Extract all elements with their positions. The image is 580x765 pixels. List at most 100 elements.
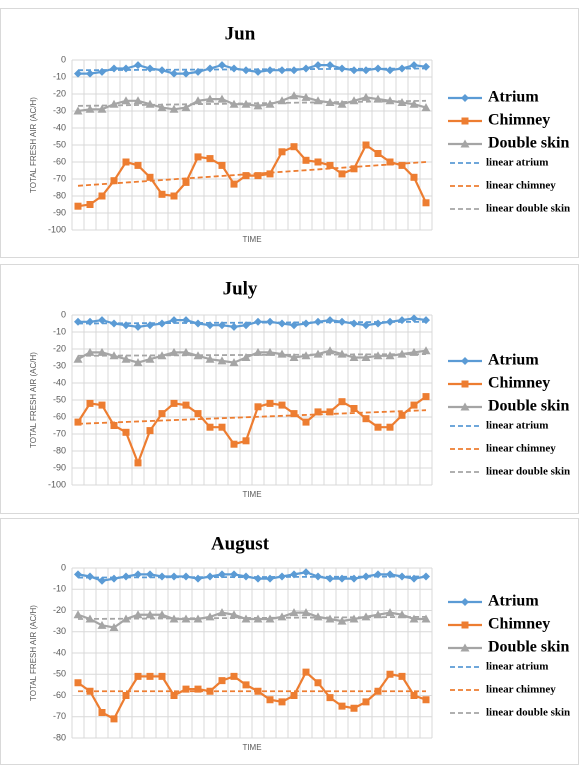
- marker: [337, 349, 347, 358]
- x-axis-label: TIME: [242, 490, 261, 499]
- marker: [206, 423, 214, 431]
- marker: [193, 96, 203, 105]
- marker: [122, 572, 130, 581]
- marker: [277, 612, 287, 621]
- marker: [398, 64, 406, 73]
- marker: [194, 685, 202, 693]
- y-tick-label: -10: [53, 71, 66, 81]
- legend-label: linear atrium: [486, 661, 548, 673]
- legend-label: linear chimney: [486, 180, 556, 192]
- y-tick-label: -60: [53, 156, 66, 166]
- marker: [421, 614, 431, 623]
- legend-marker: [460, 139, 470, 148]
- legend-label: linear chimney: [486, 684, 556, 696]
- marker: [386, 423, 394, 431]
- marker: [373, 351, 383, 360]
- y-tick-label: -50: [53, 139, 66, 149]
- marker: [85, 347, 95, 356]
- marker: [230, 570, 238, 579]
- marker: [146, 427, 154, 435]
- legend-marker: [460, 643, 470, 652]
- marker: [422, 393, 430, 401]
- marker: [182, 401, 190, 409]
- marker: [169, 104, 179, 113]
- marker: [206, 64, 214, 73]
- y-tick-label: -50: [53, 669, 66, 679]
- y-tick-label: -80: [53, 732, 66, 742]
- marker: [170, 69, 178, 78]
- marker: [74, 69, 82, 78]
- marker: [146, 672, 154, 680]
- legend-label: Chimney: [488, 616, 550, 633]
- y-tick-label: -10: [53, 326, 66, 336]
- marker: [338, 170, 346, 178]
- marker: [134, 322, 142, 331]
- marker: [362, 141, 370, 149]
- marker: [398, 572, 406, 581]
- marker: [206, 321, 214, 330]
- marker: [289, 91, 299, 100]
- marker: [86, 687, 94, 695]
- legend-label: Chimney: [488, 112, 550, 129]
- marker: [410, 314, 418, 323]
- y-axis-label: TOTAL FRESH AIR (AC/H): [29, 605, 38, 701]
- marker: [194, 153, 202, 161]
- marker: [278, 148, 286, 156]
- marker: [253, 101, 263, 110]
- marker: [302, 418, 310, 426]
- marker: [242, 681, 250, 689]
- marker: [158, 319, 166, 328]
- marker: [422, 696, 430, 704]
- marker: [253, 347, 263, 356]
- marker: [301, 92, 311, 101]
- marker: [134, 459, 142, 467]
- marker: [278, 572, 286, 581]
- marker: [362, 415, 370, 423]
- marker: [266, 696, 274, 704]
- marker: [289, 353, 299, 361]
- marker: [85, 614, 95, 623]
- marker: [97, 620, 107, 629]
- trendline: [77, 161, 427, 187]
- y-axis-label: TOTAL FRESH AIR (AC/H): [29, 352, 38, 448]
- marker: [386, 570, 394, 579]
- marker: [205, 354, 215, 363]
- marker: [313, 349, 323, 358]
- marker: [97, 104, 107, 113]
- x-axis-label: TIME: [242, 743, 261, 752]
- marker: [229, 358, 239, 367]
- marker: [325, 614, 335, 623]
- marker: [290, 66, 298, 75]
- legend-label: Double skin: [488, 398, 569, 415]
- marker: [122, 692, 130, 699]
- marker: [121, 614, 131, 623]
- marker: [362, 321, 370, 330]
- marker: [326, 574, 334, 583]
- y-tick-label: -40: [53, 122, 66, 132]
- marker: [74, 317, 82, 326]
- marker: [265, 99, 275, 108]
- marker: [194, 574, 202, 583]
- marker: [145, 354, 155, 363]
- marker: [374, 570, 382, 579]
- marker: [326, 61, 334, 70]
- marker: [265, 347, 275, 356]
- marker: [109, 351, 119, 360]
- chart-title: August: [211, 533, 270, 554]
- y-tick-label: -20: [53, 605, 66, 615]
- marker: [337, 99, 347, 108]
- marker: [290, 143, 298, 151]
- chart-title: Jun: [225, 23, 256, 44]
- marker: [254, 574, 262, 583]
- marker: [338, 574, 346, 583]
- marker: [277, 349, 287, 358]
- marker: [386, 317, 394, 326]
- marker: [146, 570, 154, 579]
- marker: [325, 98, 335, 106]
- marker: [385, 96, 395, 105]
- marker: [302, 568, 310, 577]
- marker: [181, 614, 191, 623]
- y-tick-label: -20: [53, 343, 66, 353]
- marker: [397, 610, 407, 619]
- marker: [241, 99, 251, 108]
